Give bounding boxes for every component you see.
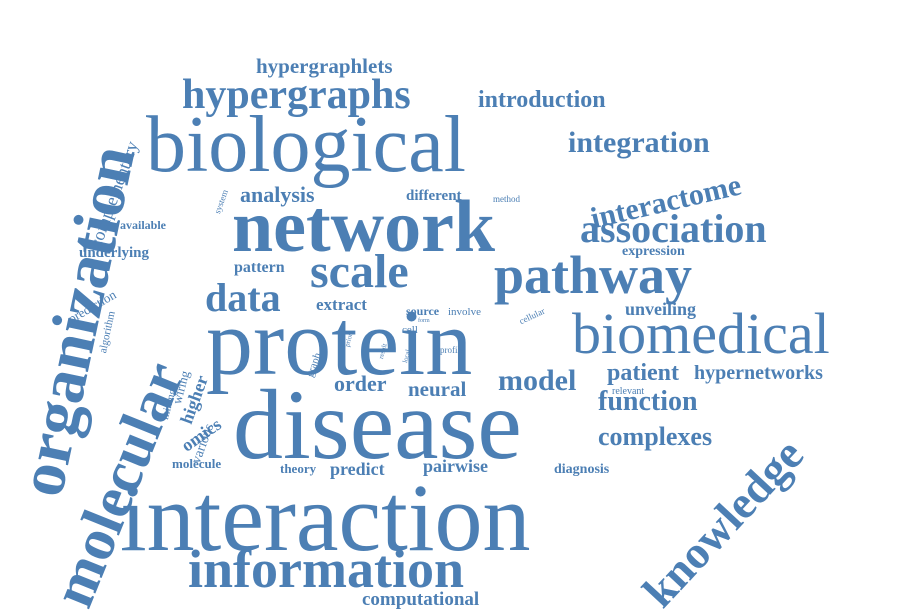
word-extract: extract <box>316 295 367 314</box>
word-diagnosis: diagnosis <box>554 462 610 477</box>
word-biomedical: biomedical <box>572 301 830 366</box>
word-profile: profile <box>440 345 464 355</box>
word-available: available <box>120 218 167 232</box>
word-analysis: analysis <box>240 182 315 207</box>
word-patient: patient <box>607 360 679 386</box>
word-predict: predict <box>330 459 385 479</box>
word-complexes: complexes <box>598 422 713 451</box>
word-molecule: molecule <box>172 456 222 471</box>
word-source: source <box>406 304 440 318</box>
word-hypergraphs: hypergraphs <box>182 72 411 118</box>
word-pairwise: pairwise <box>423 456 488 476</box>
word-system: system <box>212 188 231 216</box>
word-data: data <box>205 275 281 320</box>
word-underlying: underlying <box>79 245 150 261</box>
word-involve: involve <box>448 306 481 318</box>
word-interaction: interaction <box>120 464 531 571</box>
word-scale: scale <box>310 245 409 298</box>
word-hypernetworks: hypernetworks <box>694 362 823 384</box>
word-function: function <box>598 386 698 417</box>
word-neural: neural <box>408 377 467 401</box>
word-different: different <box>406 188 462 204</box>
word-cell: cell <box>402 324 418 336</box>
word-protein: protein <box>206 291 473 395</box>
word-knowledge: knowledge <box>632 428 814 612</box>
word-unveiling: unveiling <box>625 299 697 319</box>
word-pattern: pattern <box>234 259 285 276</box>
word-introduction: introduction <box>478 87 606 113</box>
word-form: form <box>418 318 430 324</box>
word-association: association <box>580 206 767 251</box>
word-integration: integration <box>568 126 710 159</box>
word-hypergraphlets: hypergraphlets <box>256 54 393 78</box>
word-pathway: pathway <box>494 245 693 305</box>
word-relevant: relevant <box>612 386 645 397</box>
word-network: network <box>232 186 496 268</box>
word-order: order <box>334 371 387 396</box>
word-computational: computational <box>362 589 480 610</box>
word-cellular: cellular <box>517 305 547 327</box>
word-theory: theory <box>280 461 317 476</box>
word-information: information <box>188 539 464 599</box>
word-disease: disease <box>233 369 522 480</box>
word-model: model <box>498 364 577 397</box>
word-method: method <box>493 194 520 204</box>
word-expression: expression <box>622 244 685 259</box>
word-biological: biological <box>146 101 466 189</box>
